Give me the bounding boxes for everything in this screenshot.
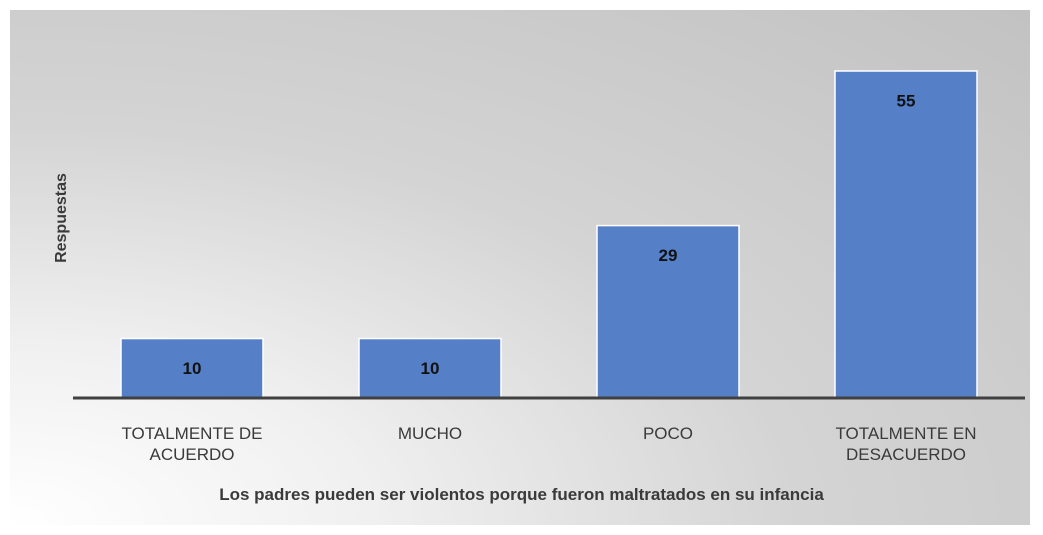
bar bbox=[596, 224, 740, 399]
data-label: 29 bbox=[659, 246, 678, 265]
x-tick-label: MUCHO bbox=[397, 424, 463, 443]
data-label: 10 bbox=[421, 359, 440, 378]
data-label: 10 bbox=[183, 359, 202, 378]
data-label: 55 bbox=[897, 91, 916, 110]
bar bbox=[358, 337, 502, 399]
bar bbox=[834, 70, 978, 399]
y-axis-label: Respuestas bbox=[53, 173, 70, 263]
x-tick-label: POCO bbox=[642, 424, 694, 443]
x-tick-label: TOTALMENTE DE ACUERDO bbox=[121, 424, 263, 464]
x-tick-label: TOTALMENTE EN DESACUERDO bbox=[835, 424, 977, 464]
bar bbox=[120, 337, 264, 399]
x-axis-label: Los padres pueden ser violentos porque f… bbox=[219, 485, 824, 504]
